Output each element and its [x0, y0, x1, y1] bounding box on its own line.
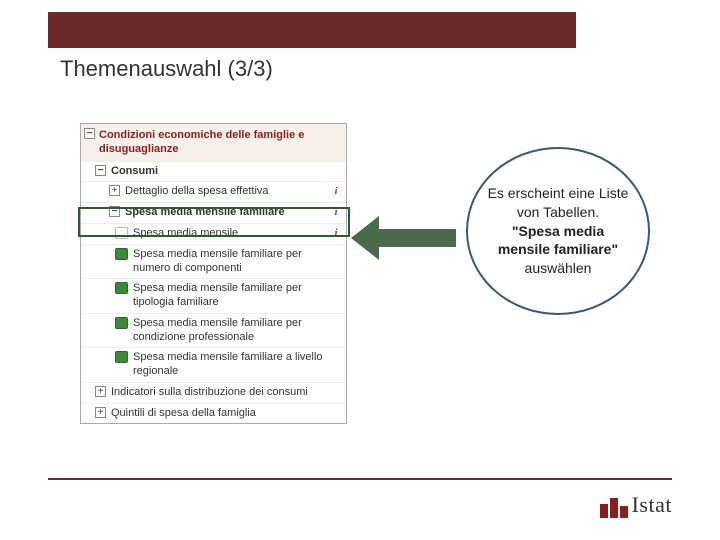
slide-title: Themenauswahl (3/3)	[60, 56, 273, 82]
collapse-icon[interactable]: −	[109, 206, 120, 217]
collapse-icon[interactable]: −	[95, 165, 106, 176]
tree-section-indicatori[interactable]: + Indicatori sulla distribuzione dei con…	[81, 382, 346, 403]
expand-icon[interactable]: +	[95, 386, 106, 397]
info-icon[interactable]: i	[330, 185, 342, 197]
tree-leaf[interactable]: Spesa media mensile familiare a livello …	[81, 347, 346, 382]
expand-icon[interactable]: +	[95, 407, 106, 418]
arrow-shaft	[379, 229, 456, 247]
tree-section-label: Quintili di spesa della famiglia	[111, 407, 256, 419]
tree-section-quintili[interactable]: + Quintili di spesa della famiglia	[81, 403, 346, 424]
istat-logo: Istat	[600, 492, 672, 518]
tree-leaf[interactable]: Spesa media mensile familiare per tipolo…	[81, 278, 346, 313]
table-icon	[115, 248, 128, 260]
tree-item-label: Dettaglio della spesa effettiva	[125, 185, 269, 197]
tree-root-header[interactable]: − Condizioni economiche delle famiglie e…	[81, 124, 346, 161]
callout-text-2: auswählen	[525, 260, 592, 276]
expand-icon[interactable]: +	[109, 185, 120, 196]
table-icon	[115, 351, 128, 363]
callout-text-1: Es erscheint eine Liste von Tabellen.	[488, 185, 629, 220]
callout-text-bold: "Spesa media mensile familiare"	[498, 223, 618, 258]
topic-tree-panel: − Condizioni economiche delle famiglie e…	[80, 123, 347, 424]
slide-header-bar	[48, 12, 576, 48]
info-icon[interactable]: i	[330, 206, 342, 218]
tree-leaf-label: Spesa media mensile	[133, 227, 238, 239]
tree-root-label: Condizioni economiche delle famiglie e d…	[99, 129, 304, 155]
tree-section-consumi[interactable]: − Consumi	[81, 161, 346, 182]
collapse-icon[interactable]: −	[84, 128, 95, 139]
pointer-arrow	[351, 216, 456, 260]
tree-leaf[interactable]: Spesa media mensile familiare per condiz…	[81, 313, 346, 348]
tree-leaf[interactable]: Spesa media mensile familiare per numero…	[81, 244, 346, 279]
tree-leaf-label: Spesa media mensile familiare per condiz…	[133, 317, 302, 343]
arrow-head-icon	[351, 216, 379, 260]
tree-leaf-label: Spesa media mensile familiare per tipolo…	[133, 282, 302, 308]
tree-item-spesa-media-familiare[interactable]: − Spesa media mensile familiare i	[81, 202, 346, 223]
table-icon	[115, 227, 128, 239]
table-icon	[115, 282, 128, 294]
tree-item-label: Spesa media mensile familiare	[125, 206, 285, 218]
instruction-callout: Es erscheint eine Liste von Tabellen. "S…	[466, 147, 650, 315]
tree-section-label: Indicatori sulla distribuzione dei consu…	[111, 386, 308, 398]
logo-bars-icon	[600, 498, 628, 518]
tree-leaf-label: Spesa media mensile familiare per numero…	[133, 248, 302, 274]
table-icon	[115, 317, 128, 329]
tree-item-dettaglio[interactable]: + Dettaglio della spesa effettiva i	[81, 181, 346, 202]
logo-text: Istat	[632, 492, 672, 518]
tree-section-label: Consumi	[111, 165, 158, 177]
footer-rule	[48, 478, 672, 480]
info-icon[interactable]: i	[330, 227, 342, 239]
tree-leaf[interactable]: Spesa media mensile i	[81, 223, 346, 244]
tree-leaf-label: Spesa media mensile familiare a livello …	[133, 351, 323, 377]
